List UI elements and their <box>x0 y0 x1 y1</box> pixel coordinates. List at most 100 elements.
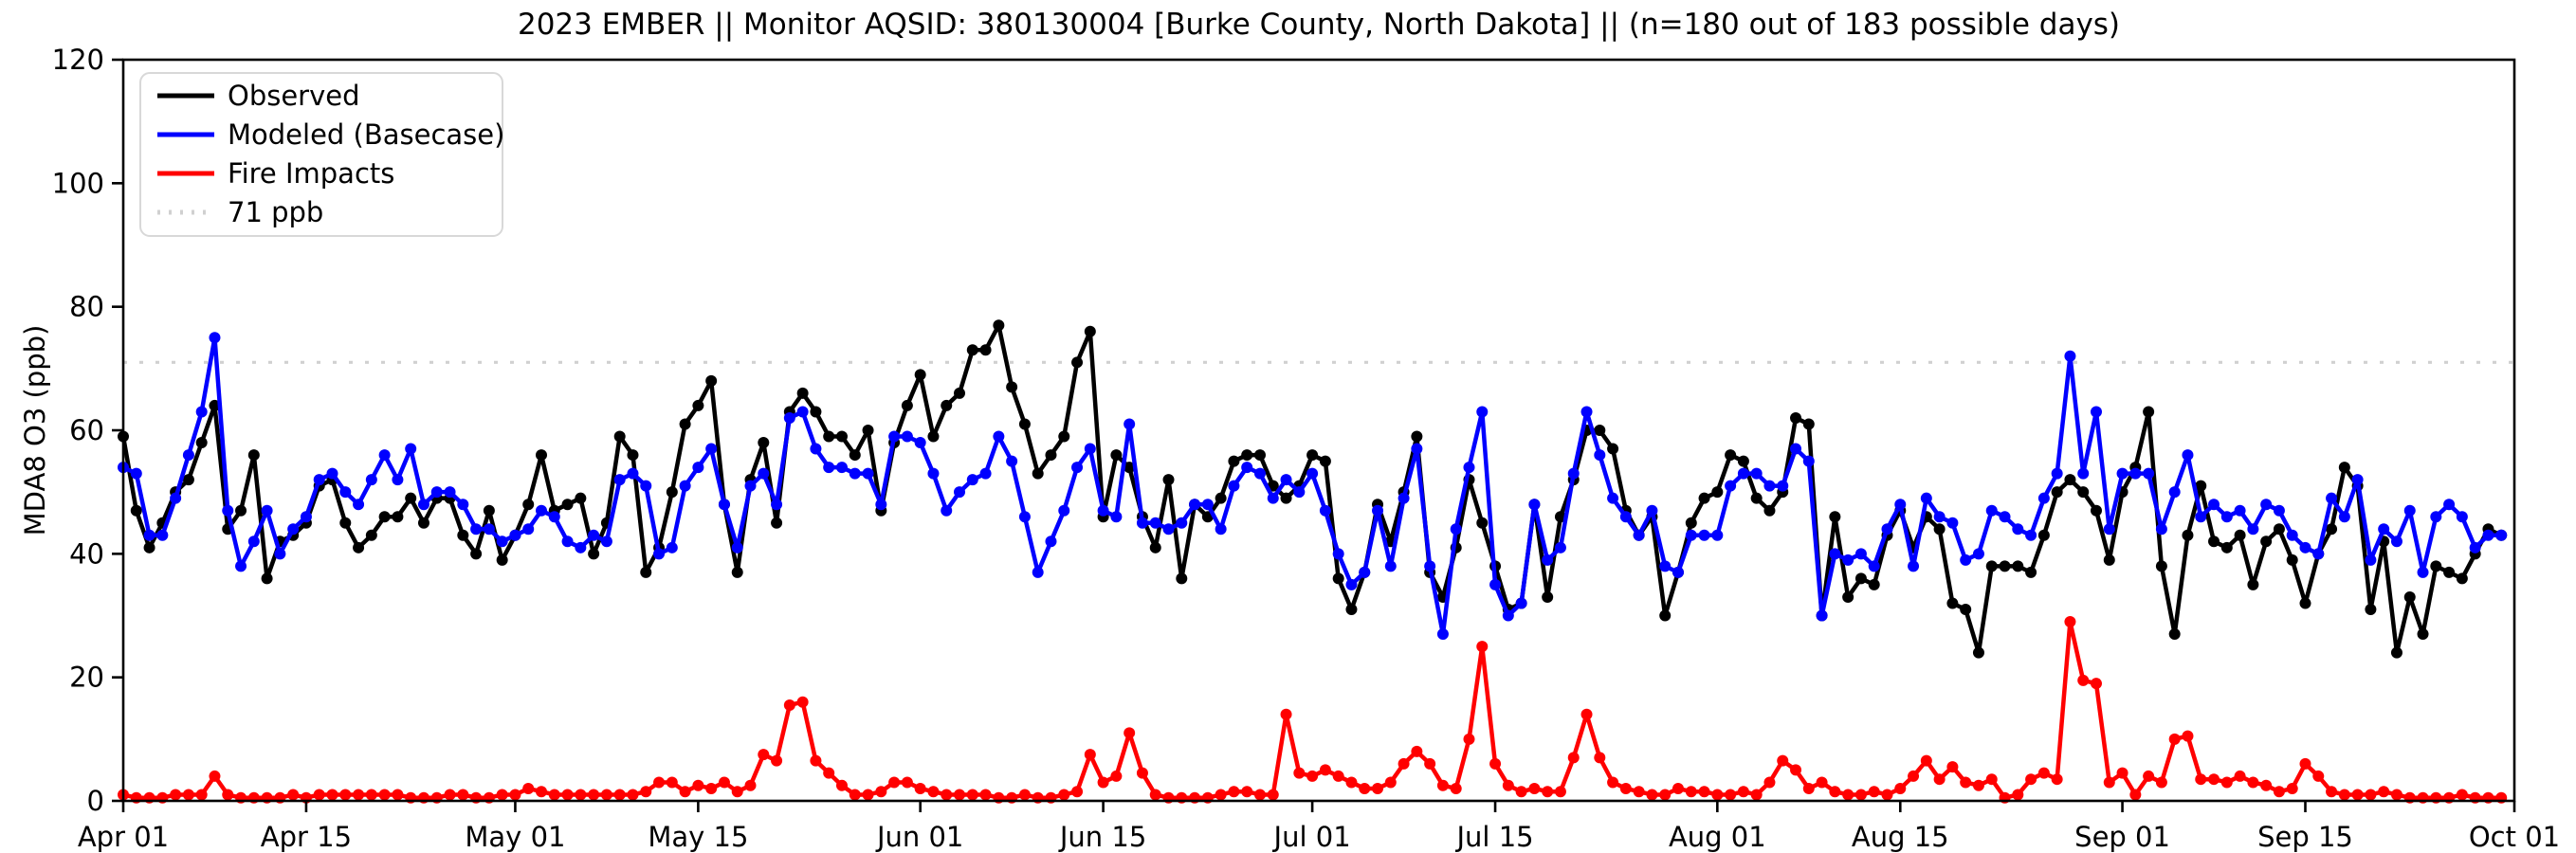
modeled-basecase-marker <box>653 548 666 560</box>
x-tick-label: Apr 01 <box>78 821 169 853</box>
observed-marker <box>796 387 809 399</box>
modeled-basecase-marker <box>1881 523 1893 535</box>
modeled-basecase-marker <box>2182 449 2194 462</box>
modeled-basecase-marker <box>954 486 966 499</box>
modeled-basecase-marker <box>1946 517 1959 529</box>
modeled-basecase-marker <box>365 474 377 486</box>
observed-marker <box>2286 554 2298 566</box>
modeled-basecase-marker <box>1359 566 1371 578</box>
modeled-basecase-marker <box>731 541 743 554</box>
observed-marker <box>1659 609 1672 622</box>
fire-impacts-marker <box>1280 708 1292 720</box>
modeled-basecase-marker <box>2365 554 2377 566</box>
observed-marker <box>2012 560 2024 572</box>
observed-marker <box>835 430 848 443</box>
modeled-basecase-marker <box>2469 541 2481 554</box>
modeled-basecase-marker <box>1045 535 1057 548</box>
fire-impacts-marker <box>2247 776 2259 789</box>
modeled-basecase-marker <box>1790 443 1802 455</box>
fire-impacts-marker <box>1476 641 1489 653</box>
fire-impacts-marker <box>2208 773 2220 786</box>
fire-impacts-marker <box>875 786 887 798</box>
observed-marker <box>1071 356 1084 369</box>
fire-impacts-marker <box>1332 770 1344 782</box>
fire-impacts-marker <box>1854 789 1867 801</box>
observed-marker <box>1698 492 1710 504</box>
observed-marker <box>993 319 1005 332</box>
legend-item-71-ppb: 71 ppb <box>157 196 323 228</box>
observed-marker <box>2403 590 2416 603</box>
modeled-basecase-marker <box>2443 499 2456 511</box>
modeled-basecase-marker <box>1972 548 1984 560</box>
fire-impacts-marker <box>2234 770 2246 782</box>
modeled-basecase-marker <box>718 499 730 511</box>
fire-impacts-marker <box>1816 776 1828 789</box>
modeled-basecase-marker <box>1384 560 1397 572</box>
fire-impacts-marker <box>1842 789 1854 801</box>
modeled-basecase-marker <box>470 523 483 535</box>
modeled-basecase-marker <box>2338 511 2350 523</box>
modeled-basecase-marker <box>1829 548 1841 560</box>
modeled-basecase-marker <box>1476 406 1489 418</box>
fire-impacts-marker <box>796 696 809 708</box>
x-tick-label: Sep 01 <box>2074 821 2170 853</box>
fire-impacts-marker <box>2273 786 2285 798</box>
observed-marker <box>1607 443 1619 455</box>
modeled-basecase-marker <box>1398 492 1410 504</box>
modeled-basecase-marker <box>2195 511 2207 523</box>
fire-impacts-marker <box>1646 789 1658 801</box>
legend-label: Modeled (Basecase) <box>228 118 504 151</box>
fire-impacts-marker <box>1018 789 1031 801</box>
modeled-basecase-marker <box>509 529 521 541</box>
observed-marker <box>901 399 913 411</box>
fire-impacts-marker <box>2143 770 2155 782</box>
observed-marker <box>941 399 953 411</box>
observed-marker <box>1241 449 1253 462</box>
chart-title: 2023 EMBER || Monitor AQSID: 380130004 [… <box>517 8 2121 42</box>
fire-impacts-marker <box>287 789 300 801</box>
modeled-basecase-marker <box>1802 455 1815 467</box>
legend-item-modeled-basecase: Modeled (Basecase) <box>157 118 504 151</box>
observed-marker <box>235 504 247 517</box>
fire-impacts-marker <box>2312 770 2325 782</box>
fire-impacts-marker <box>1124 727 1136 739</box>
fire-impacts-marker <box>1790 764 1802 776</box>
observed-marker <box>2234 529 2246 541</box>
fire-impacts-marker <box>888 776 901 789</box>
modeled-basecase-marker <box>1619 511 1632 523</box>
observed-marker <box>1685 517 1697 529</box>
modeled-basecase-marker <box>353 499 365 511</box>
modeled-basecase-marker <box>2273 504 2285 517</box>
fire-impacts-marker <box>1829 786 1841 798</box>
fire-impacts-marker <box>182 789 194 801</box>
modeled-basecase-marker <box>2456 511 2468 523</box>
fire-impacts-marker <box>679 786 691 798</box>
modeled-basecase-marker <box>1894 499 1907 511</box>
modeled-basecase-marker <box>679 480 691 492</box>
fire-impacts-marker <box>1084 749 1096 761</box>
modeled-basecase-marker <box>1280 474 1292 486</box>
modeled-basecase-marker <box>1489 578 1502 590</box>
fire-impacts-marker <box>2365 789 2377 801</box>
fire-impacts-marker <box>2351 789 2364 801</box>
fire-impacts-marker <box>1985 773 1998 786</box>
observed-marker <box>640 566 652 578</box>
modeled-basecase-marker <box>405 443 417 455</box>
modeled-basecase-marker <box>2208 499 2220 511</box>
observed-marker <box>823 430 835 443</box>
fire-impacts-marker <box>1215 789 1227 801</box>
modeled-basecase-marker <box>862 467 874 480</box>
observed-marker <box>1725 449 1737 462</box>
fire-impacts-marker <box>2182 730 2194 742</box>
modeled-basecase-marker <box>2247 523 2259 535</box>
observed-marker <box>496 554 508 566</box>
fire-impacts-marker <box>2012 789 2024 801</box>
fire-impacts-marker <box>640 786 652 798</box>
modeled-basecase-marker <box>1868 560 1880 572</box>
fire-impacts-marker <box>1149 789 1161 801</box>
x-tick-label: Jul 01 <box>1272 821 1351 853</box>
fire-impacts-marker <box>1607 776 1619 789</box>
fire-impacts-marker <box>2037 767 2050 779</box>
observed-marker <box>1018 418 1031 430</box>
